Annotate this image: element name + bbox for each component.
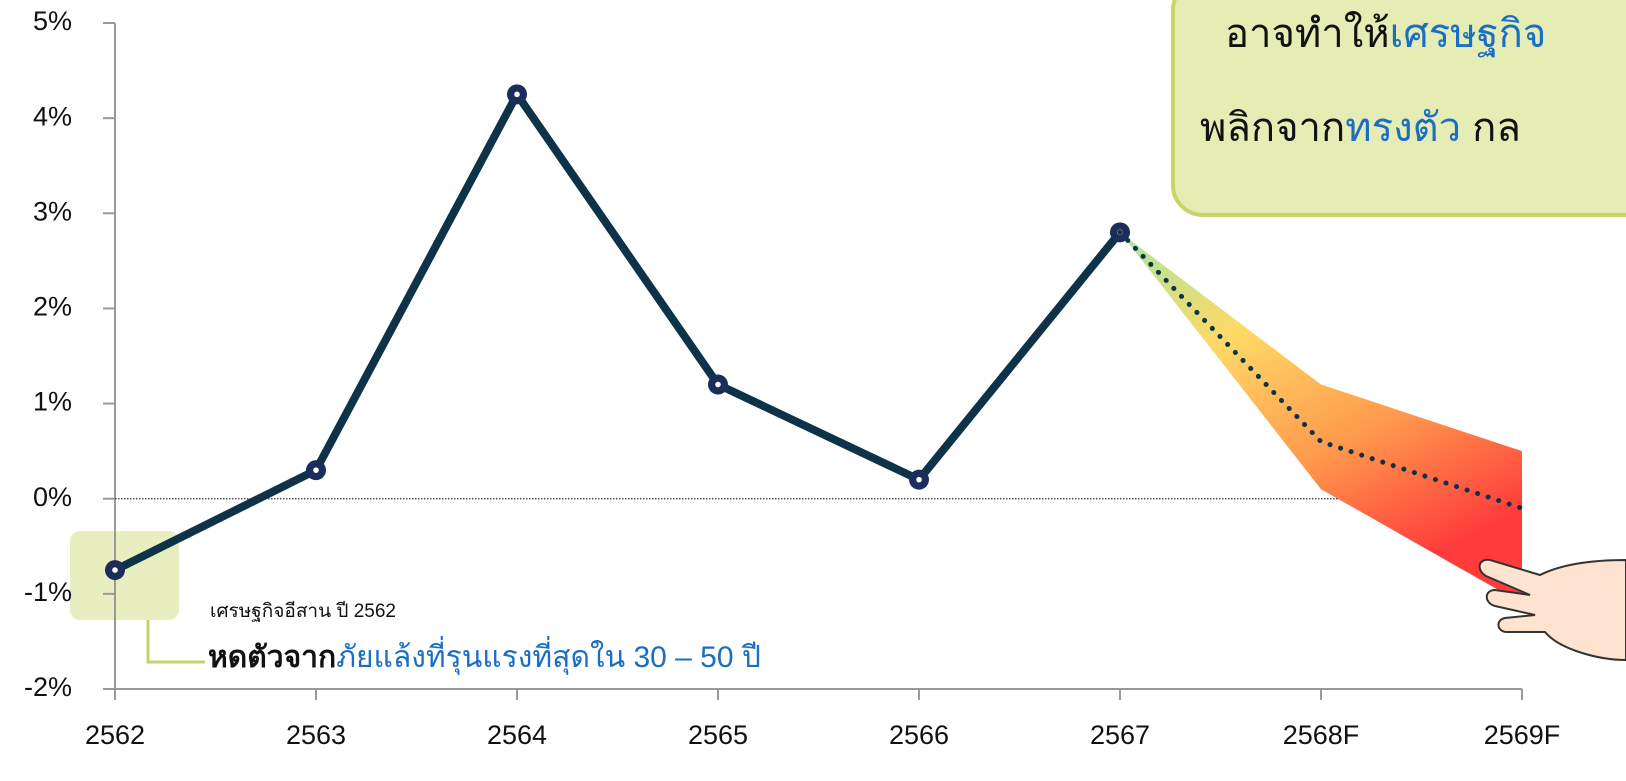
- annotation-main: หดตัวจากภัยแล้งที่รุนแรงที่สุดใน 30 – 50…: [208, 636, 761, 676]
- callout-highlight: ทรงตัว: [1345, 106, 1461, 150]
- forecast-band: [1120, 232, 1522, 603]
- annotation-text: หดตัวจาก: [208, 641, 336, 674]
- x-tick-label: 2569F: [1484, 720, 1561, 750]
- callout-line: พลิกจากทรงตัว กล: [1200, 106, 1521, 150]
- x-tick-label: 2566: [889, 720, 949, 750]
- point-center: [916, 477, 922, 483]
- y-tick-label: 1%: [33, 387, 72, 417]
- connector: [148, 620, 205, 662]
- chart: อาจทำให้เศรษฐกิจ พลิกจากทรงตัว กล เศรษฐก…: [0, 0, 1626, 781]
- point-center: [313, 467, 319, 473]
- point-center: [514, 92, 520, 98]
- callout-text: อาจทำให้: [1225, 10, 1390, 56]
- annotation-small: เศรษฐกิจอีสาน ปี 2562: [210, 600, 396, 622]
- y-tick-label: 3%: [33, 196, 72, 226]
- callout-text: พลิกจาก: [1200, 106, 1345, 150]
- x-tick-label: 2564: [487, 720, 547, 750]
- point-center: [112, 567, 118, 573]
- x-tick-label: 2565: [688, 720, 748, 750]
- y-tick-label: 2%: [33, 292, 72, 322]
- annotation-highlight: ภัยแล้งที่รุนแรงที่สุดใน 30 – 50 ปี: [336, 636, 761, 676]
- y-tick-label: 0%: [33, 482, 72, 512]
- x-tick-label: 2568F: [1283, 720, 1360, 750]
- hand: [1480, 560, 1626, 660]
- x-tick-label: 2563: [286, 720, 346, 750]
- page: {"chart_data": { "type": "line", "catego…: [0, 0, 1626, 781]
- x-tick-label: 2567: [1090, 720, 1150, 750]
- callout-line: อาจทำให้เศรษฐกิจ: [1225, 10, 1546, 58]
- x-tick-label: 2562: [85, 720, 145, 750]
- callout-highlight: เศรษฐกิจ: [1390, 12, 1547, 58]
- callout-text: กล: [1461, 106, 1521, 150]
- hand-icon: [1480, 560, 1626, 660]
- y-tick-label: -2%: [24, 672, 72, 702]
- y-tick-label: 5%: [33, 6, 72, 36]
- y-tick-label: -1%: [24, 577, 72, 607]
- point-center: [715, 382, 721, 388]
- y-tick-label: 4%: [33, 101, 72, 131]
